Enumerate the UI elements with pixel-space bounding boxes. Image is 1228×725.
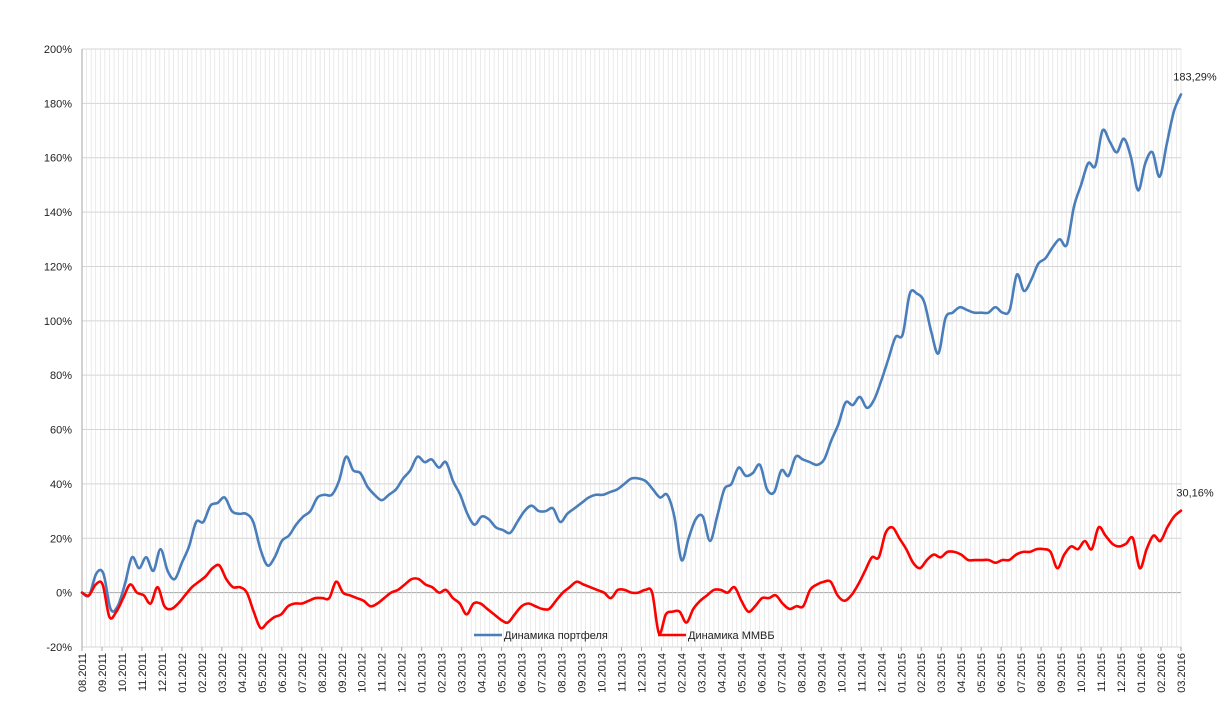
x-tick-label: 05.2012	[257, 653, 269, 693]
x-tick-label: 07.2013	[537, 653, 549, 693]
x-tick-label: 09.2014	[816, 653, 828, 693]
y-tick-label: -20%	[46, 642, 72, 654]
x-tick-label: 07.2015	[1016, 653, 1028, 693]
x-tick-label: 09.2012	[337, 653, 349, 693]
x-tick-label: 06.2014	[756, 653, 768, 693]
x-tick-label: 02.2015	[916, 653, 928, 693]
x-tick-label: 11.2015	[1096, 653, 1108, 692]
axis-layer: -20% 0% 20% 40% 60% 80% 100% 120% 140% 160% 180% 20…	[44, 44, 1188, 693]
y-tick-label: 100%	[44, 316, 72, 328]
x-tick-label: 06.2012	[277, 653, 289, 693]
y-tick-label: 40%	[50, 479, 72, 491]
x-tick-label: 12.2011	[157, 653, 169, 692]
x-tick-label: 08.2015	[1036, 653, 1048, 693]
x-tick-label: 07.2014	[776, 653, 788, 693]
x-tick-label: 02.2013	[437, 653, 449, 693]
x-tick-label: 10.2014	[836, 653, 848, 693]
x-tick-label: 11.2014	[856, 653, 868, 692]
x-tick-label: 02.2012	[197, 653, 209, 693]
x-tick-label: 07.2012	[297, 653, 309, 693]
x-tick-label: 04.2013	[477, 653, 489, 693]
series-layer: 183,29% 30,16%	[80, 71, 1217, 636]
x-tick-label: 02.2014	[676, 653, 688, 693]
y-tick-label: 80%	[50, 370, 72, 382]
x-tick-label: 04.2012	[237, 653, 249, 693]
x-tick-label: 03.2015	[936, 653, 948, 693]
x-tick-label: 05.2013	[497, 653, 509, 693]
y-tick-label: 180%	[44, 98, 72, 110]
series-line-1	[80, 93, 1183, 613]
x-tick-label: 01.2016	[1136, 653, 1148, 693]
legend-label-2: Динамика ММВБ	[688, 630, 775, 642]
y-tick-label: 140%	[44, 207, 72, 219]
x-tick-label: 08.2014	[796, 653, 808, 693]
x-tick-label: 06.2013	[517, 653, 529, 693]
series-end-label-1: 183,29%	[1173, 71, 1217, 83]
y-tick-label: 120%	[44, 261, 72, 273]
x-tick-label: 09.2011	[97, 653, 109, 692]
x-tick-label: 12.2014	[876, 653, 888, 693]
x-tick-label: 10.2012	[357, 653, 369, 693]
x-tick-label: 11.2011	[137, 653, 149, 691]
x-tick-label: 01.2012	[177, 653, 189, 693]
x-tick-label: 08.2012	[317, 653, 329, 693]
series-end-label-2: 30,16%	[1176, 488, 1214, 500]
x-tick-label: 05.2014	[736, 653, 748, 693]
x-tick-label: 01.2013	[417, 653, 429, 693]
x-tick-label: 10.2013	[597, 653, 609, 693]
x-tick-label: 03.2013	[457, 653, 469, 693]
legend: Динамика портфеля Динамика ММВБ	[474, 630, 775, 642]
x-tick-label: 08.2013	[557, 653, 569, 693]
x-tick-label: 12.2015	[1116, 653, 1128, 693]
x-tick-label: 02.2016	[1156, 653, 1168, 693]
x-tick-label: 11.2013	[617, 653, 629, 692]
x-tick-label: 11.2012	[377, 653, 389, 692]
legend-label-1: Динамика портфеля	[504, 630, 608, 642]
y-tick-label: 0%	[56, 588, 72, 600]
x-tick-label: 04.2015	[956, 653, 968, 693]
y-tick-label: 20%	[50, 533, 72, 545]
x-tick-label: 12.2013	[636, 653, 648, 693]
x-tick-label: 05.2015	[976, 653, 988, 693]
x-tick-label: 03.2014	[696, 653, 708, 693]
x-tick-label: 09.2015	[1056, 653, 1068, 693]
grid-layer	[81, 48, 1182, 648]
y-tick-label: 60%	[50, 425, 72, 437]
x-tick-label: 03.2016	[1176, 653, 1188, 693]
x-tick-label: 06.2015	[996, 653, 1008, 693]
x-tick-label: 10.2015	[1076, 653, 1088, 693]
y-tick-label: 160%	[44, 153, 72, 165]
x-tick-label: 01.2015	[896, 653, 908, 693]
y-tick-label: 200%	[44, 44, 72, 56]
x-tick-label: 10.2011	[117, 653, 129, 692]
x-tick-label: 01.2014	[656, 653, 668, 693]
x-tick-label: 08.2011	[77, 653, 89, 692]
x-tick-label: 09.2013	[577, 653, 589, 693]
x-tick-label: 03.2012	[217, 653, 229, 693]
x-tick-label: 04.2014	[716, 653, 728, 693]
x-tick-label: 12.2012	[397, 653, 409, 693]
series-line-2	[80, 509, 1183, 636]
